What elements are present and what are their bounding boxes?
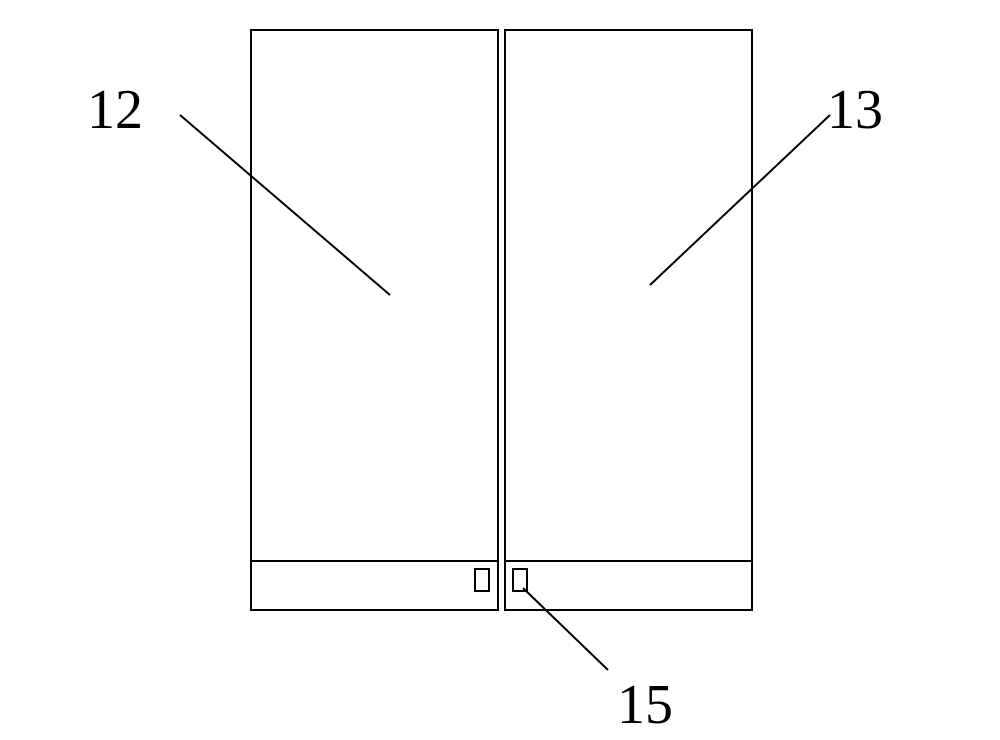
callout-line-13 [650, 115, 830, 285]
left-panel [251, 30, 498, 610]
callout-line-15 [523, 588, 608, 670]
callout-line-12 [180, 115, 390, 295]
callout-group: 12 13 15 [87, 79, 883, 736]
callout-label-13: 13 [827, 79, 883, 141]
technical-diagram: 12 13 15 [0, 0, 1000, 740]
panel-group [251, 30, 752, 610]
right-panel [505, 30, 752, 610]
connector-left [475, 569, 489, 591]
callout-label-15: 15 [617, 674, 673, 736]
callout-label-12: 12 [87, 79, 143, 141]
connector-right [513, 569, 527, 591]
